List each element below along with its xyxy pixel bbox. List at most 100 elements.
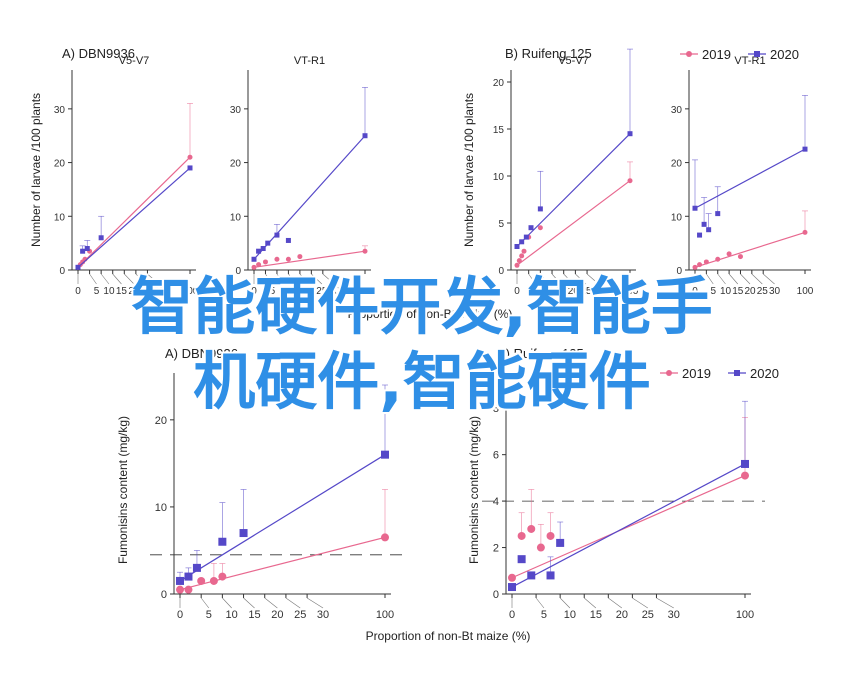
- x-tick-leader: [717, 273, 726, 285]
- x-tick-leader: [222, 597, 232, 609]
- x-tick-label: 25: [757, 286, 769, 297]
- x-tick-label: 30: [317, 609, 329, 621]
- x-tick-leader: [706, 273, 714, 285]
- data-point-2019: [362, 248, 368, 254]
- x-tick-label: 100: [797, 286, 814, 297]
- x-tick-label: 20: [568, 286, 580, 297]
- data-point-2019: [184, 585, 193, 594]
- x-tick-label: 100: [376, 609, 394, 621]
- x-tick-label: 20: [304, 286, 316, 297]
- x-tick-leader: [264, 597, 278, 609]
- data-point-2020: [701, 221, 707, 227]
- y-axis-label-a-bottom: Fumonisins content (mg/kg): [116, 416, 130, 564]
- data-point-2020: [528, 225, 534, 231]
- data-point-2019: [209, 576, 218, 585]
- series-2019-fit-line: [253, 250, 366, 268]
- x-tick-label: 0: [251, 286, 257, 297]
- x-tick-label: 100: [622, 286, 639, 297]
- x-tick-leader: [575, 273, 587, 285]
- data-point-2019: [508, 573, 516, 582]
- data-point-2019: [697, 262, 703, 268]
- data-point-2019: [187, 154, 193, 160]
- data-point-2019: [536, 543, 545, 552]
- x-axis-label-top: Proportion of non-Bt maize (%): [348, 307, 513, 321]
- x-tick-label: 10: [103, 286, 115, 297]
- x-tick-label: 25: [294, 609, 306, 621]
- data-point-2020: [176, 576, 184, 585]
- y-tick-label: 10: [54, 212, 66, 223]
- legend-marker-2020-bottom: [734, 370, 740, 376]
- data-point-2020: [706, 227, 712, 233]
- x-tick-leader: [285, 597, 301, 609]
- x-tick-label: 5: [206, 609, 212, 621]
- data-point-2020: [192, 563, 201, 572]
- x-tick-label: 10: [279, 286, 291, 297]
- x-tick-leader: [632, 597, 648, 609]
- x-tick-label: 30: [668, 609, 680, 621]
- data-point-2020: [80, 248, 86, 254]
- data-point-2020: [741, 459, 749, 468]
- x-tick-label: 0: [177, 609, 183, 621]
- x-tick-leader: [563, 273, 574, 285]
- data-point-2019: [381, 533, 389, 542]
- legend-marker-2019-top: [686, 51, 692, 57]
- x-tick-leader: [100, 273, 110, 285]
- data-point-2020: [546, 571, 555, 580]
- x-tick-leader: [559, 597, 571, 609]
- x-tick-label: 0: [509, 609, 515, 621]
- legend-label-2019-top: 2019: [702, 47, 731, 62]
- legend-marker-2019-bottom: [666, 370, 672, 376]
- overlay-title-line-2: 机硬件,智能硬件: [193, 345, 651, 418]
- series-2019-fit-line: [694, 231, 806, 268]
- x-tick-leader: [124, 273, 135, 285]
- x-tick-label: 10: [226, 609, 238, 621]
- x-tick-leader: [528, 273, 536, 285]
- x-tick-label: 15: [555, 286, 567, 297]
- data-point-2020: [274, 232, 280, 238]
- x-tick-leader: [299, 273, 310, 285]
- y-tick-label: 0: [676, 266, 682, 277]
- legend-label-2020-top: 2020: [770, 47, 799, 62]
- x-tick-leader: [586, 273, 599, 285]
- data-point-2019: [627, 178, 633, 184]
- data-point-2019: [737, 254, 743, 260]
- y-tick-label: 10: [671, 212, 683, 223]
- x-tick-leader: [740, 273, 751, 285]
- data-point-2020: [218, 537, 227, 546]
- data-point-2020: [508, 583, 516, 592]
- data-point-2019: [521, 248, 527, 254]
- data-point-2019: [537, 225, 543, 231]
- data-point-2019: [741, 471, 749, 480]
- data-point-2020: [260, 246, 266, 252]
- data-point-2020: [802, 146, 808, 152]
- x-tick-label: 15: [732, 286, 744, 297]
- y-tick-label: 8: [493, 403, 499, 415]
- series-2019-fit-line: [516, 180, 631, 266]
- x-tick-leader: [763, 273, 775, 285]
- x-tick-label: 25: [141, 286, 153, 297]
- y-axis-label-b-top: Number of larvae /100 plants: [462, 93, 476, 247]
- subplot-title: V5-V7: [558, 55, 589, 67]
- data-point-2019: [516, 258, 522, 264]
- y-tick-label: 0: [59, 266, 65, 277]
- x-tick-label: 5: [541, 609, 547, 621]
- x-tick-label: 30: [153, 286, 165, 297]
- x-tick-label: 20: [271, 609, 283, 621]
- y-tick-label: 20: [54, 159, 66, 170]
- y-axis-label-a-top: Number of larvae /100 plants: [29, 93, 43, 247]
- y-axis-label-b-bottom: Fumonisins content (mg/kg): [467, 416, 481, 564]
- y-tick-label: 20: [671, 159, 683, 170]
- data-point-2020: [715, 211, 721, 217]
- series-2020-fit-line: [253, 135, 366, 260]
- series-2020-fit-line: [511, 463, 746, 588]
- data-point-2020: [84, 246, 90, 252]
- data-point-2020: [523, 234, 529, 240]
- x-tick-label: 5: [94, 286, 100, 297]
- x-tick-leader: [243, 597, 255, 609]
- x-tick-label: 15: [292, 286, 304, 297]
- panel-label-a-bottom: A) DBN9936: [165, 346, 238, 361]
- x-tick-leader: [608, 597, 623, 609]
- x-tick-label: 25: [316, 286, 328, 297]
- data-point-2019: [692, 264, 698, 270]
- data-point-2019: [256, 262, 262, 268]
